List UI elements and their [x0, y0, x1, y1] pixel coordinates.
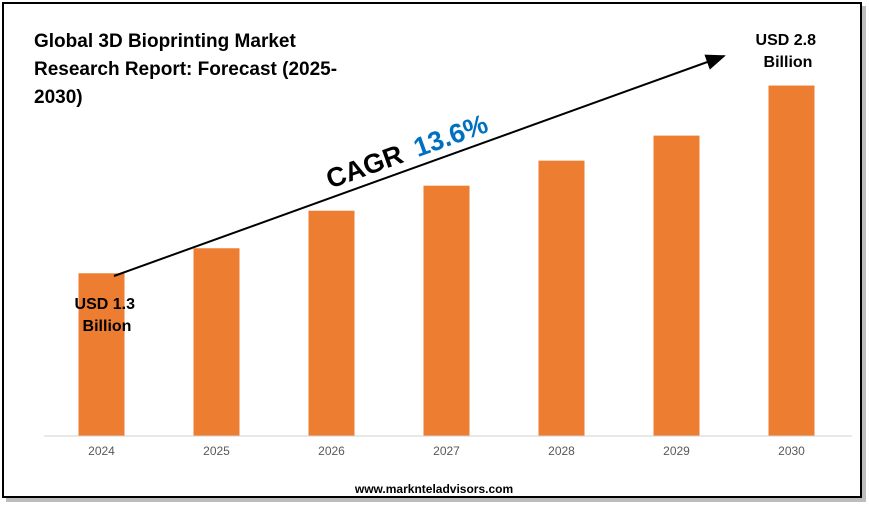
x-tick-label: 2029 — [663, 444, 690, 458]
bars-layer — [78, 85, 815, 437]
footer-website: www.marknteladvisors.com — [354, 482, 514, 496]
x-tick-label: 2025 — [203, 444, 230, 458]
x-tick-label: 2027 — [433, 444, 460, 458]
x-tick-label: 2028 — [548, 444, 575, 458]
end-value-line2: Billion — [764, 54, 813, 71]
start-value-label: USD 1.3 Billion — [75, 296, 140, 335]
chart-plot: 2024 2025 2026 2027 2028 2029 2030 CAGR 13.6% … — [44, 32, 852, 458]
x-tick-label: 2024 — [88, 444, 115, 458]
bar-2030 — [768, 85, 815, 436]
end-value-label: USD 2.8 Billion — [756, 32, 821, 71]
bar-2029 — [653, 135, 700, 436]
bar-2024 — [78, 273, 125, 436]
start-value-line1: USD 1.3 — [75, 296, 136, 313]
growth-arrow — [113, 54, 726, 277]
bar-2026 — [308, 210, 355, 436]
bar-2025 — [193, 248, 240, 436]
cagr-label: CAGR 13.6% — [322, 109, 492, 195]
x-tick-labels: 2024 2025 2026 2027 2028 2029 2030 — [88, 444, 805, 458]
start-value-line2: Billion — [83, 318, 132, 335]
end-value-line1: USD 2.8 — [756, 32, 817, 49]
x-tick-label: 2030 — [778, 444, 805, 458]
bar-2027 — [423, 185, 470, 436]
x-tick-label: 2026 — [318, 444, 345, 458]
bar-2028 — [538, 160, 585, 437]
chart-title: Global 3D Bioprinting Market Research Re… — [34, 31, 338, 108]
chart-frame: 2024 2025 2026 2027 2028 2029 2030 CAGR 13.6% … — [2, 2, 862, 498]
